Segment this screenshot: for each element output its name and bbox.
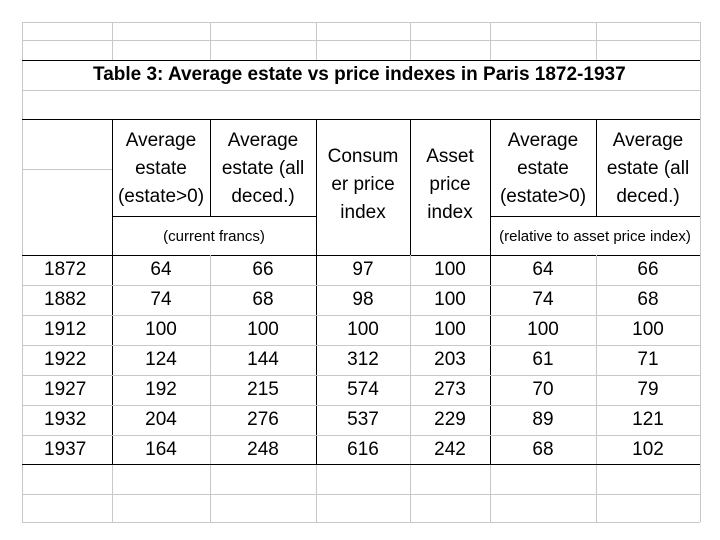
table-cell: 74 xyxy=(150,289,172,310)
table-cell: 229 xyxy=(434,409,466,430)
unit-label-current-francs: (current francs) xyxy=(163,227,265,245)
header-avg-estate-all-relative: Average estate (all deced.) xyxy=(606,130,690,207)
table-cell: 71 xyxy=(637,349,659,370)
table-cell: 204 xyxy=(145,409,177,430)
table-cell: 124 xyxy=(145,349,177,370)
table-cell: 102 xyxy=(632,439,664,460)
table-title: Table 3: Average estate vs price indexes… xyxy=(93,64,626,85)
table-cell: 312 xyxy=(347,349,379,370)
table-cell: 100 xyxy=(434,289,466,310)
row-year: 1922 xyxy=(44,349,87,370)
table-cell: 61 xyxy=(532,349,554,370)
table-cell: 66 xyxy=(252,259,274,280)
unit-label-relative: (relative to asset price index) xyxy=(499,227,691,245)
table-cell: 100 xyxy=(632,319,664,340)
table-cell: 192 xyxy=(145,379,177,400)
table-cell: 100 xyxy=(247,319,279,340)
table-cell: 64 xyxy=(150,259,172,280)
table-cell: 89 xyxy=(532,409,554,430)
table-cell: 68 xyxy=(252,289,274,310)
row-year: 1927 xyxy=(44,379,87,400)
header-asset-price-index: Asset price index xyxy=(426,146,474,223)
table-cell: 203 xyxy=(434,349,466,370)
header-avg-estate-all-current: Average estate (all deced.) xyxy=(221,130,305,207)
table-cell: 100 xyxy=(434,259,466,280)
table-cell: 74 xyxy=(532,289,554,310)
table-cell: 537 xyxy=(347,409,379,430)
table-cell: 68 xyxy=(637,289,659,310)
row-year: 1872 xyxy=(44,259,87,280)
table-cell: 70 xyxy=(532,379,554,400)
table-cell: 574 xyxy=(347,379,379,400)
table-cell: 64 xyxy=(532,259,554,280)
table-cell: 276 xyxy=(247,409,279,430)
table-cell: 66 xyxy=(637,259,659,280)
table-cell: 616 xyxy=(347,439,379,460)
row-year: 1932 xyxy=(44,409,87,430)
table-cell: 144 xyxy=(247,349,279,370)
row-year: 1937 xyxy=(44,439,87,460)
table-cell: 121 xyxy=(632,409,664,430)
header-avg-estate-positive-relative: Average estate (estate>0) xyxy=(499,130,587,207)
table-cell: 242 xyxy=(434,439,466,460)
table-cell: 79 xyxy=(637,379,659,400)
table-cell: 100 xyxy=(145,319,177,340)
table-cell: 215 xyxy=(247,379,279,400)
row-year: 1912 xyxy=(44,319,87,340)
table-cell: 164 xyxy=(145,439,177,460)
header-avg-estate-positive-current: Average estate (estate>0) xyxy=(117,130,205,207)
table-cell: 248 xyxy=(247,439,279,460)
table-cell: 273 xyxy=(434,379,466,400)
table-cell: 100 xyxy=(434,319,466,340)
header-consumer-price-index: Consum er price index xyxy=(327,146,399,223)
table-cell: 100 xyxy=(347,319,379,340)
table-cell: 98 xyxy=(352,289,374,310)
table-cell: 100 xyxy=(527,319,559,340)
row-year: 1882 xyxy=(44,289,87,310)
table-cell: 97 xyxy=(352,259,374,280)
table-cell: 68 xyxy=(532,439,554,460)
